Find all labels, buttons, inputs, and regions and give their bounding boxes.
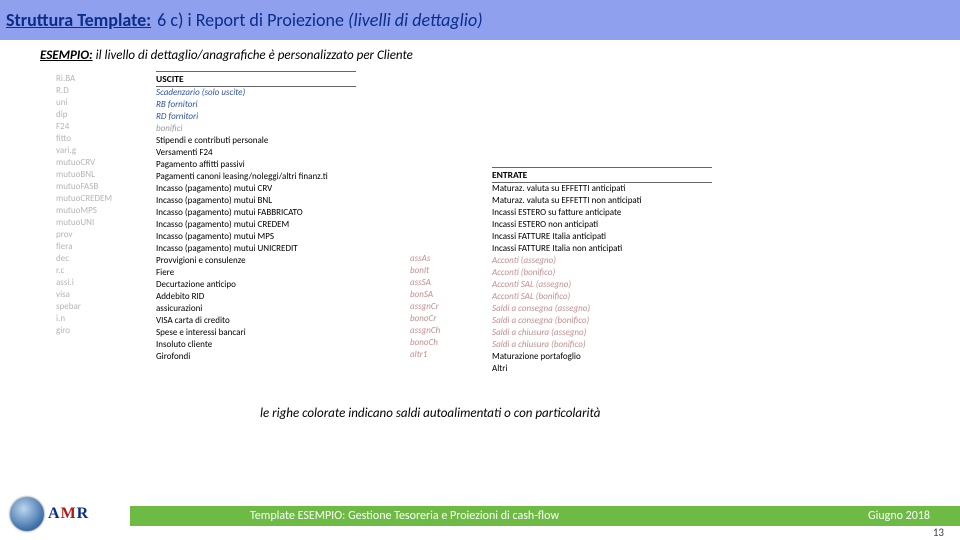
- footer-bar: Template ESEMPIO: Gestione Tesoreria e P…: [130, 506, 960, 526]
- entrate-list: ENTRATEMaturaz. valuta su EFFETTI antici…: [492, 167, 712, 375]
- footer-date: Giugno 2018: [868, 509, 930, 523]
- page-number: 13: [933, 526, 944, 539]
- color-note: le righe colorate indicano saldi autoali…: [260, 406, 600, 421]
- footer-center: Template ESEMPIO: Gestione Tesoreria e P…: [250, 509, 559, 523]
- title-left: Struttura Template:: [6, 9, 151, 31]
- globe-icon: [10, 497, 44, 531]
- codes-mid: assAsbonItassSAbonSAassgnCrbonoCrassgnCh…: [410, 253, 465, 361]
- content-area: Ri.BAR.DunidipF24fittovari.gmutuoCRVmutu…: [0, 67, 960, 477]
- codes-left: Ri.BAR.DunidipF24fittovari.gmutuoCRVmutu…: [56, 73, 116, 337]
- logo: AMR: [10, 492, 130, 536]
- footer: AMR Template ESEMPIO: Gestione Tesoreria…: [0, 500, 960, 540]
- uscite-list: USCITEScadenzario (solo uscite)RB fornit…: [156, 71, 356, 363]
- subtitle: ESEMPIO: il livello di dettaglio/anagraf…: [40, 48, 960, 63]
- title-right: 6 c) i Report di Proiezione (livelli di …: [157, 9, 482, 31]
- title-bar: Struttura Template: 6 c) i Report di Pro…: [0, 0, 960, 40]
- logo-text: AMR: [48, 505, 89, 523]
